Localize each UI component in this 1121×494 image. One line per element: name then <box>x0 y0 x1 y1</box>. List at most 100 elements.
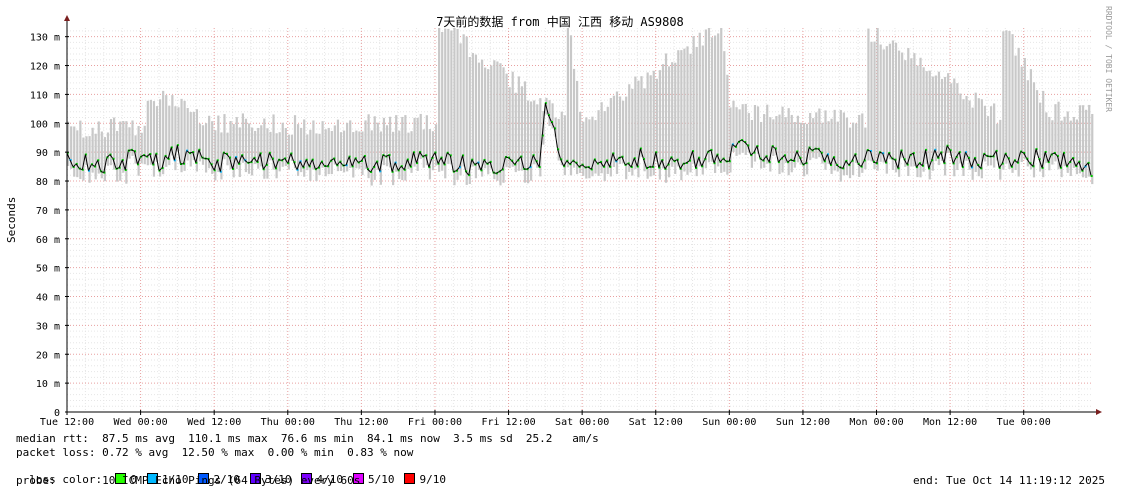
median-segment <box>676 159 681 169</box>
smoke-sample <box>585 117 588 179</box>
smoke-sample <box>287 134 290 170</box>
x-tick-label: Tue 12:00 <box>40 417 94 428</box>
median-segment <box>992 150 997 157</box>
smoke-sample <box>296 124 300 176</box>
smoke-sample <box>134 135 137 164</box>
smoke-sample <box>146 100 149 166</box>
smoke-sample <box>821 122 824 164</box>
smoke-sample <box>1020 66 1023 163</box>
smoke-sample <box>162 90 165 175</box>
smoke-sample <box>480 59 484 177</box>
median-segment <box>1075 161 1080 167</box>
smoke-sample <box>520 86 524 171</box>
smoke-sample <box>471 53 474 167</box>
median-segment <box>909 152 914 156</box>
smoke-sample <box>594 120 597 174</box>
median-segment <box>961 152 966 168</box>
smoke-sample <box>913 53 916 167</box>
loss-color-legend: loss color: 0 1/10 2/10 3/10 4/10 5/10 9/10 <box>16 460 456 486</box>
smoke-sample <box>579 111 582 173</box>
smoke-sample <box>220 132 223 180</box>
median-segment <box>302 159 307 168</box>
smoke-sample <box>947 73 950 153</box>
loss-color-swatch <box>198 473 210 484</box>
smoke-sample <box>459 43 462 176</box>
x-tick-label: Mon 12:00 <box>923 417 977 428</box>
smoke-sample <box>122 120 125 173</box>
smoke-sample <box>588 119 591 179</box>
median-segment <box>790 159 794 162</box>
smoke-sample <box>168 105 171 166</box>
smoke-sample <box>214 130 217 181</box>
median-segment <box>376 161 381 172</box>
smoke-sample <box>349 120 352 168</box>
median-segment <box>618 156 623 159</box>
smoke-sample <box>793 122 796 168</box>
smoke-sample <box>97 121 100 174</box>
median-segment <box>784 155 789 163</box>
y-axis-label-text: Seconds <box>5 197 18 243</box>
smoke-sample <box>931 76 934 171</box>
median-segment <box>1038 158 1043 169</box>
median-segment <box>219 152 224 172</box>
median-segment <box>238 155 243 165</box>
median-segment <box>572 160 577 164</box>
median-segment <box>133 151 139 165</box>
smoke-sample <box>1057 101 1060 170</box>
median-segment <box>756 145 761 159</box>
smoke-sample <box>352 132 355 178</box>
median-segment <box>508 157 512 161</box>
smoke-sample <box>1078 105 1082 174</box>
median-segment <box>597 161 601 164</box>
smoke-sample <box>888 43 891 160</box>
smoke-sample <box>833 109 836 171</box>
smoke-sample <box>407 132 410 170</box>
loss-legend-label: 2/10 <box>213 473 240 486</box>
smoke-sample <box>603 111 606 182</box>
smoke-sample <box>689 53 692 173</box>
median-segment <box>143 154 147 158</box>
smoke-sample <box>631 88 634 176</box>
median-segment <box>915 162 920 168</box>
median-segment <box>400 165 405 171</box>
smoke-sample <box>753 105 757 162</box>
smoke-sample <box>447 28 450 164</box>
x-tick-label: Wed 12:00 <box>187 417 241 428</box>
smoke-sample <box>618 96 622 164</box>
median-segment <box>459 155 464 168</box>
smoke-sample <box>781 106 784 173</box>
median-segment <box>1056 155 1061 168</box>
median-segment <box>639 148 644 160</box>
smoke-sample <box>238 127 241 178</box>
loss-color-swatch <box>301 473 313 484</box>
median-segment <box>1072 157 1077 167</box>
smoke-sample <box>1072 116 1075 168</box>
median-segment <box>826 154 832 166</box>
median-segment <box>971 157 976 168</box>
median-segment <box>437 157 442 164</box>
median-segment <box>977 164 982 169</box>
x-tick-label: Sun 00:00 <box>702 417 756 428</box>
median-segment <box>863 149 868 161</box>
smoke-sample <box>848 127 852 179</box>
smoke-sample <box>710 37 714 162</box>
median-segment <box>949 150 954 164</box>
smoke-sample <box>551 103 554 129</box>
watermark-text: RRDTOOL / TOBI OETIKER <box>1104 6 1113 112</box>
median-segment <box>406 159 411 167</box>
smoke-sample <box>247 123 251 174</box>
median-segment <box>1078 161 1083 171</box>
median-segment <box>520 156 525 170</box>
smoke-sample <box>805 123 809 175</box>
y-tick-label: 30 m <box>36 321 60 332</box>
smoke-sample <box>346 122 349 172</box>
median-segment <box>658 159 663 168</box>
loss-legend-label: 0 <box>130 473 137 486</box>
median-segment <box>501 156 506 170</box>
smoke-sample <box>750 119 753 168</box>
median-segment <box>75 163 80 169</box>
smoke-sample <box>201 125 205 165</box>
median-segment <box>486 161 491 165</box>
median-segment <box>339 161 344 166</box>
smoke-sample <box>392 131 395 186</box>
